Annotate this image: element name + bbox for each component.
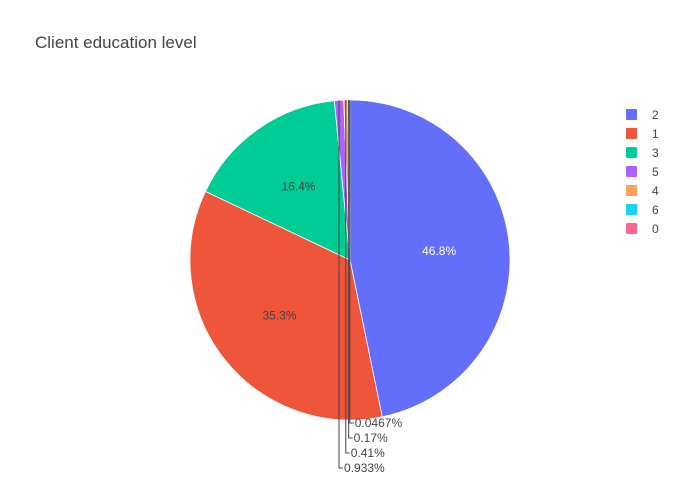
legend-item-6[interactable]: 6 <box>626 200 659 219</box>
legend-swatch <box>626 223 637 234</box>
slice-label-1: 35.3% <box>262 308 296 322</box>
legend-label: 6 <box>652 202 659 217</box>
legend-label: 2 <box>652 107 659 122</box>
legend-swatch <box>626 109 637 120</box>
legend-label: 3 <box>652 145 659 160</box>
leader-line-4 <box>345 100 350 454</box>
legend-label: 0 <box>652 221 659 236</box>
legend-swatch <box>626 166 637 177</box>
slice-label-3: 16.4% <box>281 180 315 194</box>
legend-label: 5 <box>652 164 659 179</box>
pie-slice-2[interactable] <box>349 99 511 418</box>
slice-label-5: 0.933% <box>344 461 385 475</box>
pie-slice-3[interactable] <box>204 100 351 261</box>
legend-item-2[interactable]: 2 <box>626 105 659 124</box>
chart-title: Client education level <box>35 33 197 52</box>
leader-line-6 <box>348 100 353 439</box>
legend-swatch <box>626 147 637 158</box>
legend-item-5[interactable]: 5 <box>626 162 659 181</box>
slice-label-4: 0.41% <box>351 446 385 460</box>
leader-line-0 <box>349 100 354 424</box>
legend-item-3[interactable]: 3 <box>626 143 659 162</box>
legend-swatch <box>626 128 637 139</box>
legend-item-0[interactable]: 0 <box>626 219 659 238</box>
slice-label-2: 46.8% <box>422 244 456 258</box>
legend[interactable]: 2 1 3 5 4 6 0 <box>626 105 659 238</box>
legend-item-1[interactable]: 1 <box>626 124 659 143</box>
legend-label: 4 <box>652 183 659 198</box>
slice-label-6: 0.17% <box>354 431 388 445</box>
legend-item-4[interactable]: 4 <box>626 181 659 200</box>
leader-line-5 <box>338 100 344 469</box>
slice-label-0: 0.0467% <box>355 416 403 430</box>
legend-swatch <box>626 204 637 215</box>
pie-slice-1[interactable] <box>189 190 383 421</box>
legend-label: 1 <box>652 126 659 141</box>
legend-swatch <box>626 185 637 196</box>
